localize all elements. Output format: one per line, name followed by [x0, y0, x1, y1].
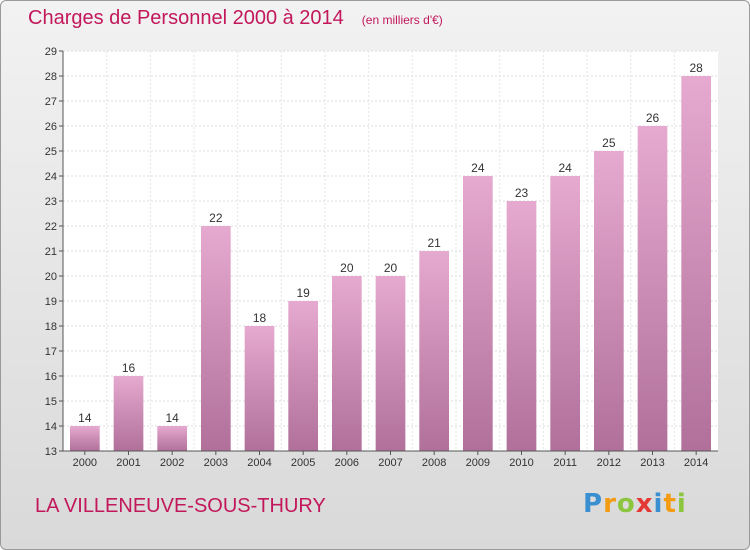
data-label-2004: 18 [253, 311, 267, 325]
bar-2001 [113, 376, 144, 451]
x-tick-label-2011: 2011 [553, 457, 577, 469]
x-tick-label-2006: 2006 [335, 457, 359, 469]
y-tick-label: 13 [45, 446, 57, 458]
bar-2003 [200, 226, 231, 451]
bar-2010 [506, 201, 537, 451]
x-tick-label-2009: 2009 [466, 457, 490, 469]
y-tick-label: 15 [45, 396, 57, 408]
x-tick-label-2008: 2008 [422, 457, 446, 469]
logo-letter: P [583, 489, 604, 519]
bar-2013 [637, 126, 668, 451]
axis-layer: 13 14 15 16 17 18 19 20 21 22 23 24 25 26 27 28 29 2000 20… [45, 46, 718, 469]
x-tick-label-2004: 2004 [247, 457, 271, 469]
title-row: Charges de Personnel 2000 à 2014 (en mil… [28, 7, 443, 30]
x-tick-label-2007: 2007 [378, 457, 402, 469]
y-tick-label: 21 [45, 246, 57, 258]
chart-subtitle: (en milliers d'€) [361, 13, 443, 27]
bar-2014 [681, 76, 712, 451]
bars-layer [69, 76, 712, 451]
y-tick-label: 25 [45, 146, 57, 158]
chart-title: Charges de Personnel 2000 à 2014 [28, 7, 344, 29]
data-label-2002: 14 [165, 411, 179, 425]
logo-letter: t [663, 489, 677, 519]
data-label-2010: 23 [515, 186, 529, 200]
data-label-2005: 19 [296, 286, 310, 300]
bar-2004 [244, 326, 275, 451]
bar-2007 [375, 276, 406, 451]
bar-2012 [593, 151, 624, 451]
bar-2002 [157, 426, 188, 451]
bar-2011 [550, 176, 581, 451]
data-label-2007: 20 [384, 261, 398, 275]
data-label-2000: 14 [78, 411, 92, 425]
x-tick-label-2003: 2003 [204, 457, 228, 469]
data-label-2012: 25 [602, 136, 616, 150]
y-tick-label: 16 [45, 371, 57, 383]
y-tick-label: 19 [45, 296, 57, 308]
data-label-2011: 24 [558, 161, 572, 175]
y-tick-label: 29 [45, 46, 57, 58]
bar-2005 [288, 301, 319, 451]
logo-letter: r [603, 489, 617, 519]
data-label-2006: 20 [340, 261, 354, 275]
logo-letter: x [635, 489, 654, 519]
logo-letter: o [616, 489, 636, 519]
x-tick-label-2014: 2014 [684, 457, 708, 469]
proxiti-logo[interactable]: Proxiti [583, 489, 687, 519]
data-label-2009: 24 [471, 161, 485, 175]
x-tick-label-2005: 2005 [291, 457, 315, 469]
x-tick-label-2002: 2002 [160, 457, 184, 469]
x-tick-label-2010: 2010 [509, 457, 533, 469]
data-label-2001: 16 [122, 361, 136, 375]
y-tick-label: 23 [45, 196, 57, 208]
place-name: LA VILLENEUVE-SOUS-THURY [35, 495, 326, 517]
x-tick-label-2013: 2013 [640, 457, 664, 469]
y-tick-label: 24 [45, 171, 57, 183]
y-tick-label: 26 [45, 121, 57, 133]
bar-2006 [331, 276, 362, 451]
y-tick-label: 22 [45, 221, 57, 233]
bar-2000 [69, 426, 100, 451]
y-tick-label: 18 [45, 321, 57, 333]
data-label-2008: 21 [427, 236, 441, 250]
y-tick-label: 14 [45, 421, 57, 433]
data-label-2013: 26 [646, 111, 660, 125]
x-tick-label-2012: 2012 [597, 457, 621, 469]
y-tick-label: 17 [45, 346, 57, 358]
x-tick-label-2000: 2000 [73, 457, 97, 469]
data-label-2003: 22 [209, 211, 223, 225]
y-tick-label: 20 [45, 271, 57, 283]
bar-2009 [462, 176, 493, 451]
logo-letter: i [653, 489, 664, 519]
data-label-2014: 28 [689, 61, 703, 75]
y-tick-label: 28 [45, 71, 57, 83]
labels-layer: 14 16 14 22 18 19 20 20 21 24 23 24 25 26 28 [78, 61, 703, 425]
logo-letter: i [676, 489, 687, 519]
x-tick-label-2001: 2001 [116, 457, 140, 469]
y-tick-label: 27 [45, 96, 57, 108]
bar-2008 [419, 251, 450, 451]
